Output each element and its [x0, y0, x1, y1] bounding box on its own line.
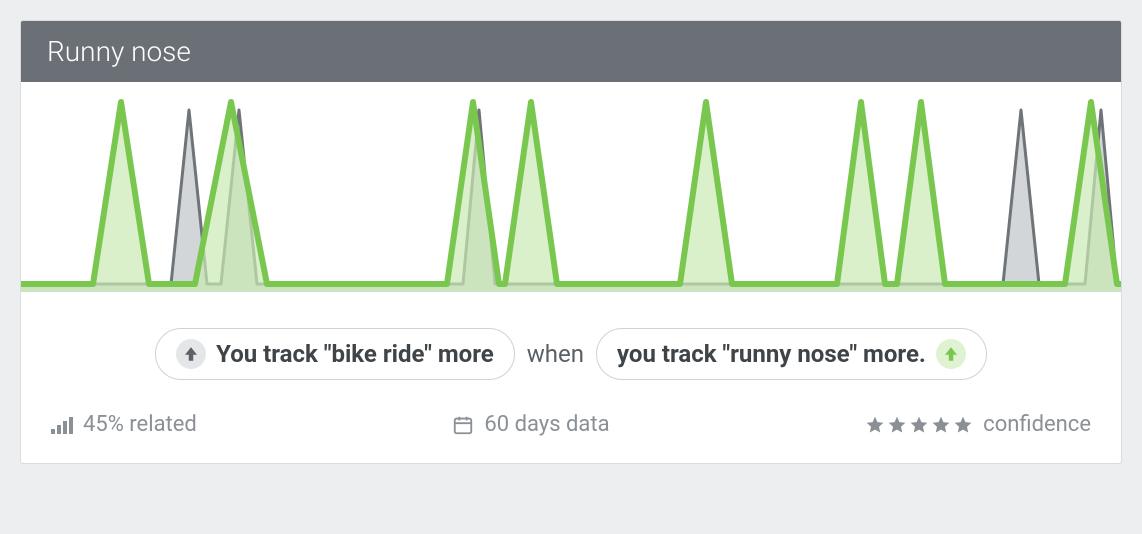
insight-right-text: you track "runny nose" more.	[617, 340, 926, 368]
correlation-chart	[21, 82, 1121, 302]
card-header: Runny nose	[21, 21, 1121, 82]
related-label: 45% related	[83, 412, 197, 437]
arrow-up-icon	[936, 339, 966, 369]
days-label: 60 days data	[484, 412, 609, 437]
insight-connector: when	[527, 340, 584, 368]
insight-pill-left: You track "bike ride" more	[155, 328, 515, 380]
days-stat: 60 days data	[452, 412, 609, 437]
insight-card: Runny nose You track "bike ride" more wh…	[20, 20, 1122, 464]
star-icon	[887, 415, 907, 435]
card-footer: 45% related 60 days data confidence	[21, 390, 1121, 463]
star-icon	[865, 415, 885, 435]
chart-svg	[21, 92, 1121, 292]
signal-icon	[51, 416, 73, 434]
insight-pill-right: you track "runny nose" more.	[596, 328, 987, 380]
confidence-label: confidence	[983, 412, 1091, 437]
confidence-stat: confidence	[865, 412, 1091, 437]
star-icon	[953, 415, 973, 435]
related-stat: 45% related	[51, 412, 197, 437]
star-icon	[931, 415, 951, 435]
star-rating	[865, 415, 973, 435]
insight-row: You track "bike ride" more when you trac…	[21, 302, 1121, 390]
calendar-icon	[452, 414, 474, 436]
arrow-up-icon	[176, 339, 206, 369]
insight-left-text: You track "bike ride" more	[216, 340, 494, 368]
card-title: Runny nose	[47, 35, 191, 68]
star-icon	[909, 415, 929, 435]
